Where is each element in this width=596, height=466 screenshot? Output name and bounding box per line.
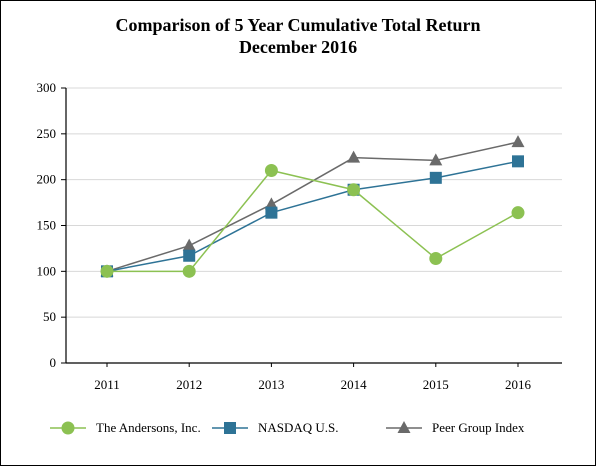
data-point [347,150,361,163]
data-point [347,183,361,197]
legend-marker [224,422,236,434]
legend-marker [61,421,75,435]
x-tick-label: 2011 [94,377,120,392]
legend-label: The Andersons, Inc. [96,420,201,435]
gridlines [66,87,562,318]
series-line [106,160,519,273]
data-point [182,238,196,251]
x-tick-label: 2012 [176,377,202,392]
x-tick-label: 2016 [505,377,532,392]
data-point [429,171,442,184]
data-point [182,264,196,278]
data-point [511,206,525,220]
x-axis-ticks: 2011 2012 2013 2014 2015 2016 [94,363,532,392]
series-line [107,169,519,273]
data-point [265,206,278,219]
legend-item: NASDAQ U.S. [212,420,339,435]
series-square [101,155,524,278]
y-tick-label: 200 [37,172,57,187]
y-tick-label: 100 [37,263,57,278]
legend: The Andersons, Inc. NASDAQ U.S. Peer Group… [50,420,525,435]
chart-title: Comparison of 5 Year Cumulative Total Re… [115,15,481,35]
series-layer [100,135,525,278]
y-tick-label: 50 [43,309,56,324]
y-axis-ticks: 0 50 100 150 200 250 300 [37,80,66,370]
y-tick-label: 0 [50,355,57,370]
legend-marker [397,421,411,433]
data-point [264,164,278,177]
legend-label: Peer Group Index [432,420,525,435]
series-triangle [100,135,525,277]
legend-item: The Andersons, Inc. [50,420,201,435]
data-point [100,264,114,278]
data-point [429,252,443,265]
chart-title-block: Comparison of 5 Year Cumulative Total Re… [0,14,596,58]
data-point [264,197,278,210]
series-line [106,141,519,273]
legend-item: Peer Group Index [386,420,525,435]
data-point [183,249,196,262]
chart-subtitle: December 2016 [238,37,358,57]
data-point [429,153,443,166]
data-point [511,135,525,148]
legend-label: NASDAQ U.S. [258,420,339,435]
y-tick-label: 300 [37,80,57,95]
series-circle [100,164,525,278]
x-tick-label: 2014 [341,377,368,392]
y-tick-label: 250 [37,126,57,141]
x-tick-label: 2015 [423,377,449,392]
x-tick-label: 2013 [258,377,284,392]
y-tick-label: 150 [37,218,57,233]
data-point [512,155,524,168]
